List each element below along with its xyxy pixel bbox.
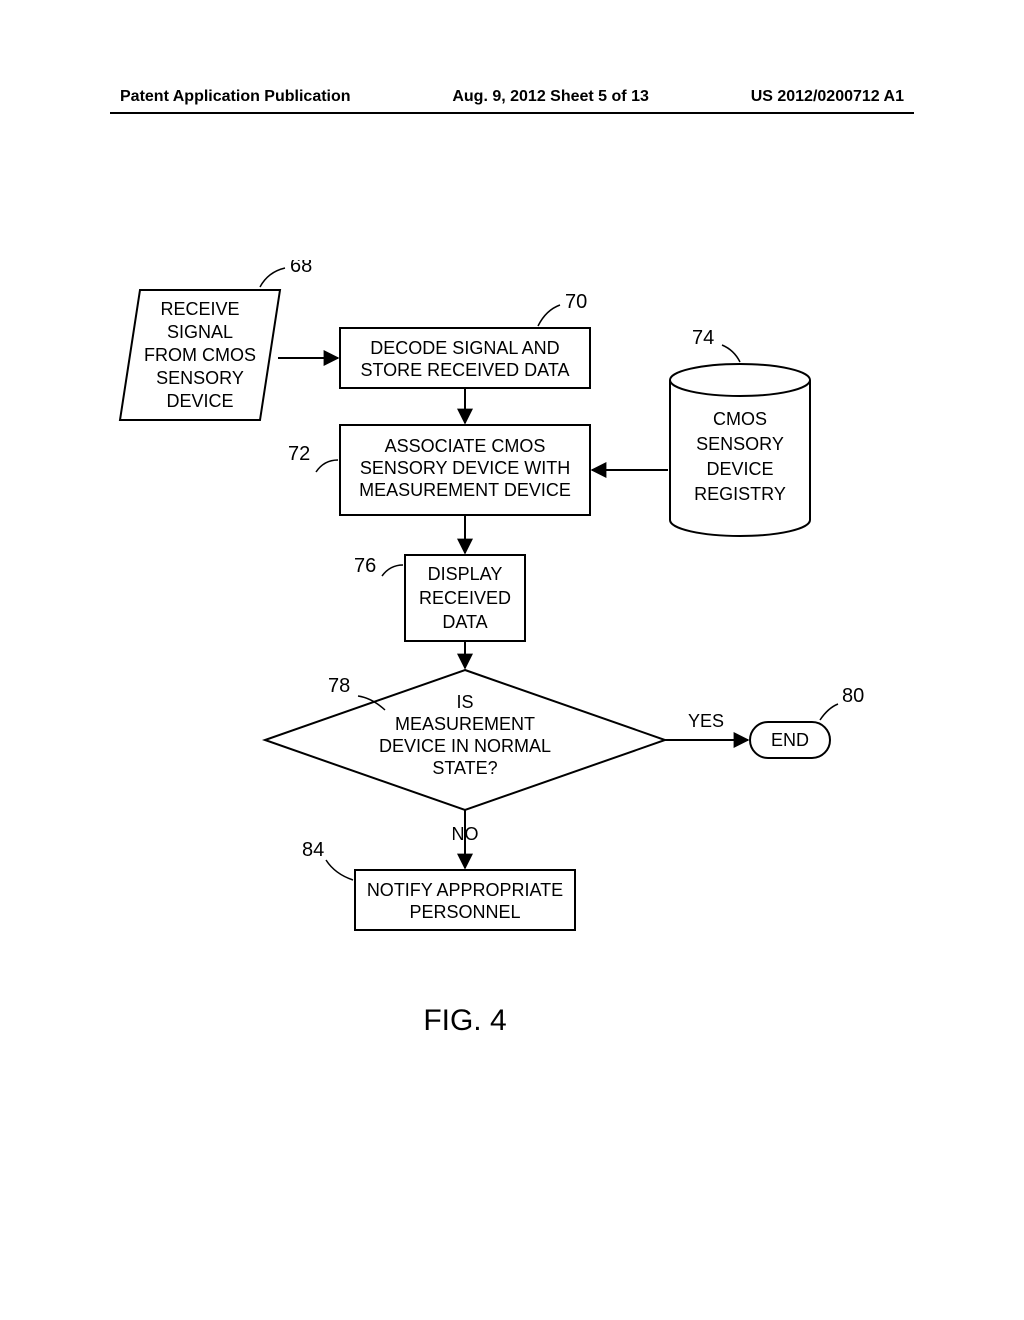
node-decode: DECODE SIGNAL AND STORE RECEIVED DATA [340, 328, 590, 388]
ref-68: 68 [290, 260, 312, 277]
reg-l3: DEVICE [706, 459, 773, 479]
disp-l3: DATA [442, 612, 487, 632]
header-right: US 2012/0200712 A1 [751, 88, 904, 106]
page: Patent Application Publication Aug. 9, 2… [0, 0, 1024, 1320]
receive-l4: SENSORY [156, 368, 244, 388]
leader-80 [820, 704, 838, 720]
notify-l2: PERSONNEL [409, 902, 520, 922]
dec-l1: IS [456, 692, 473, 712]
leader-74 [722, 345, 740, 362]
dec-l2: MEASUREMENT [395, 714, 535, 734]
receive-l5: DEVICE [166, 391, 233, 411]
leader-72 [316, 460, 338, 472]
disp-l2: RECEIVED [419, 588, 511, 608]
leader-68 [260, 268, 285, 287]
leader-76 [382, 565, 403, 576]
dec-l3: DEVICE IN NORMAL [379, 736, 551, 756]
assoc-l2: SENSORY DEVICE WITH [360, 458, 570, 478]
header-left: Patent Application Publication [120, 88, 351, 106]
ref-74: 74 [692, 327, 714, 349]
disp-l1: DISPLAY [428, 564, 503, 584]
node-associate: ASSOCIATE CMOS SENSORY DEVICE WITH MEASU… [340, 425, 590, 515]
ref-78: 78 [328, 675, 350, 697]
flowchart: RECEIVE SIGNAL FROM CMOS SENSORY DEVICE … [110, 260, 910, 1060]
dec-l4: STATE? [432, 758, 497, 778]
ref-70: 70 [565, 291, 587, 313]
figure-label: FIG. 4 [423, 1004, 506, 1037]
reg-l4: REGISTRY [694, 484, 786, 504]
decode-l2: STORE RECEIVED DATA [360, 360, 569, 380]
node-registry: CMOS SENSORY DEVICE REGISTRY [670, 364, 810, 536]
ref-84: 84 [302, 839, 324, 861]
node-receive-signal: RECEIVE SIGNAL FROM CMOS SENSORY DEVICE [120, 290, 280, 420]
leader-70 [538, 305, 560, 326]
page-header: Patent Application Publication Aug. 9, 2… [0, 88, 1024, 106]
header-center: Aug. 9, 2012 Sheet 5 of 13 [452, 88, 649, 106]
node-decision: IS MEASUREMENT DEVICE IN NORMAL STATE? [265, 670, 665, 810]
end-label: END [771, 730, 809, 750]
receive-l3: FROM CMOS [144, 345, 256, 365]
leader-84 [326, 860, 353, 880]
reg-l2: SENSORY [696, 434, 784, 454]
receive-l1: RECEIVE [160, 299, 239, 319]
assoc-l3: MEASUREMENT DEVICE [359, 480, 571, 500]
node-notify: NOTIFY APPROPRIATE PERSONNEL [355, 870, 575, 930]
ref-72: 72 [288, 443, 310, 465]
notify-l1: NOTIFY APPROPRIATE [367, 880, 563, 900]
node-display: DISPLAY RECEIVED DATA [405, 555, 525, 641]
flowchart-svg: RECEIVE SIGNAL FROM CMOS SENSORY DEVICE … [110, 260, 910, 1060]
label-yes: YES [688, 711, 724, 731]
assoc-l1: ASSOCIATE CMOS [385, 436, 546, 456]
ref-80: 80 [842, 685, 864, 707]
header-rule [110, 112, 914, 114]
reg-l1: CMOS [713, 409, 767, 429]
decode-l1: DECODE SIGNAL AND [370, 338, 559, 358]
receive-l2: SIGNAL [167, 322, 233, 342]
ref-76: 76 [354, 555, 376, 577]
node-end: END [750, 722, 830, 758]
